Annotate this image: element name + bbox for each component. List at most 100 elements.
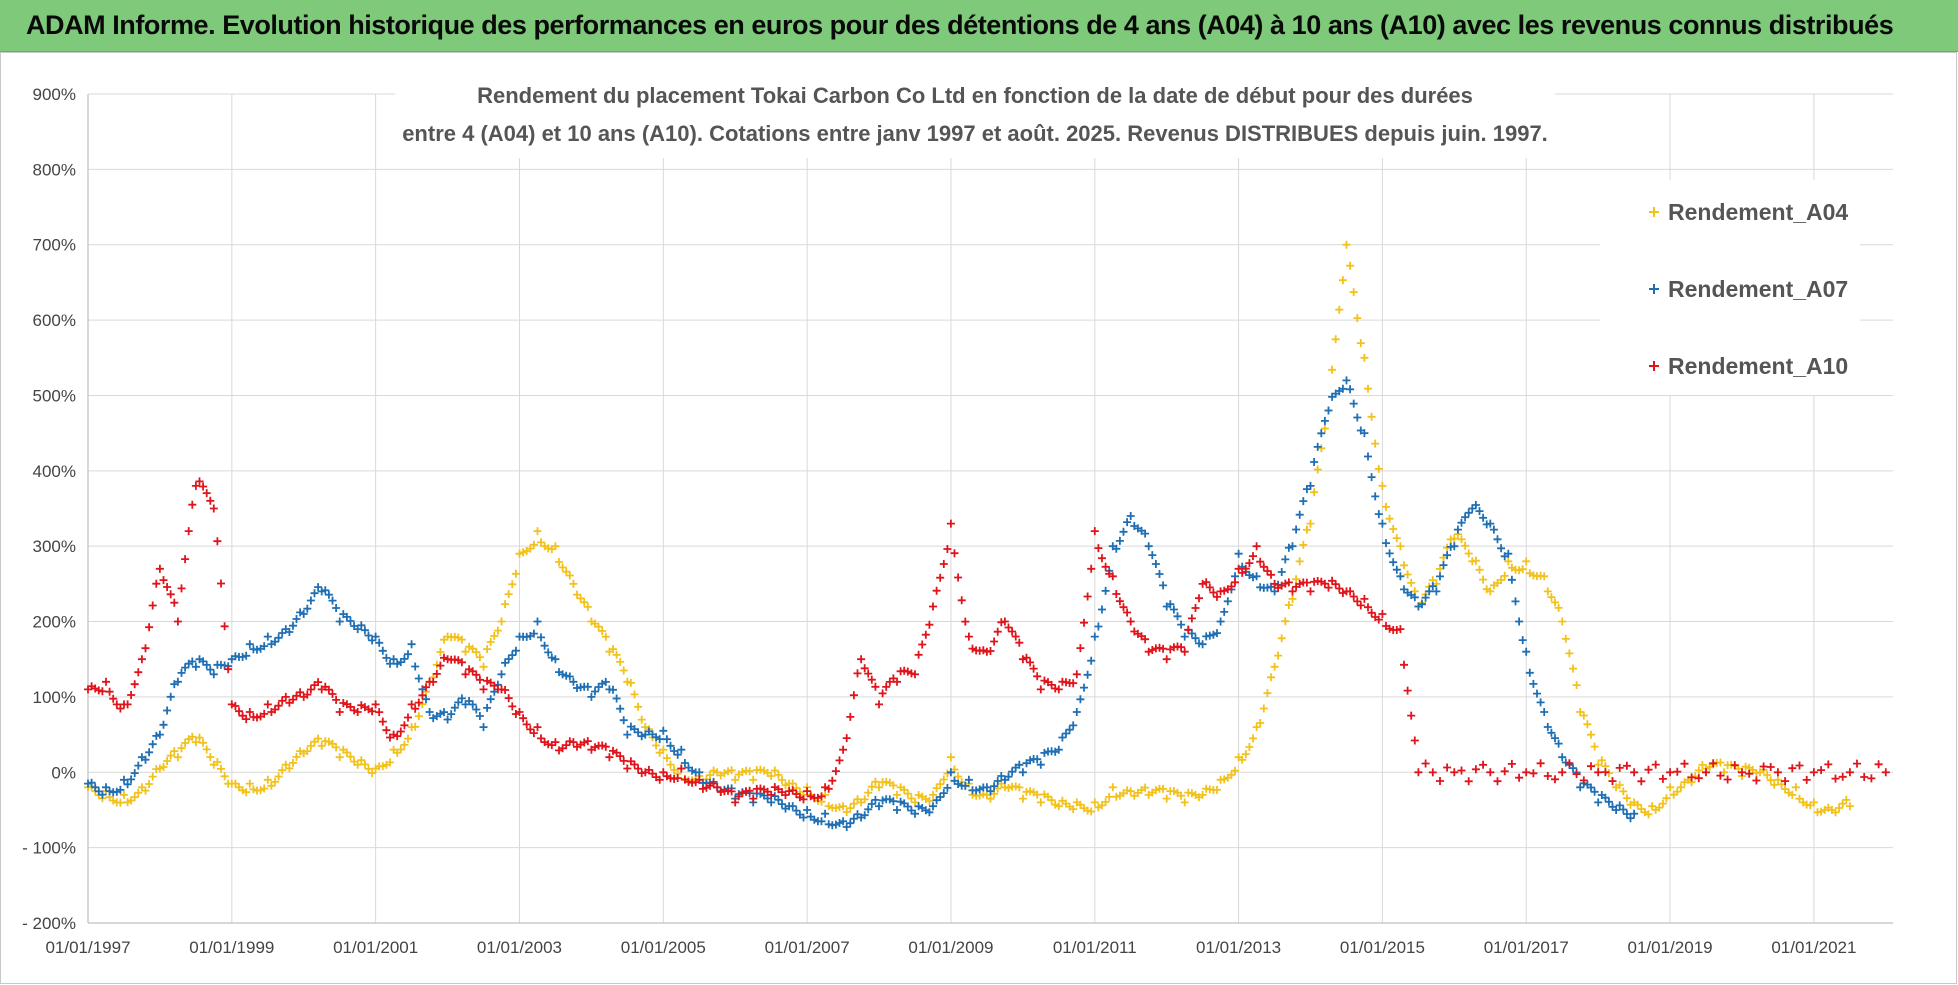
point-rendement-a07: [1213, 629, 1221, 638]
point-rendement-a07: [1191, 634, 1200, 643]
point-rendement-a10: [1558, 768, 1567, 777]
point-rendement-a07: [317, 587, 326, 596]
point-rendement-a10: [1536, 759, 1545, 768]
point-rendement-a10: [271, 705, 279, 714]
point-rendement-a10: [1781, 777, 1790, 786]
point-rendement-a07: [116, 785, 125, 794]
point-rendement-a10: [1033, 672, 1042, 681]
point-rendement-a04: [206, 753, 215, 761]
point-rendement-a04: [1277, 634, 1286, 643]
point-rendement-a04: [1299, 540, 1308, 549]
point-rendement-a04: [666, 760, 675, 769]
legend-marker: [1649, 284, 1659, 294]
point-rendement-a07: [982, 783, 991, 792]
point-rendement-a04: [1087, 807, 1096, 816]
point-rendement-a04: [1475, 565, 1484, 574]
point-rendement-a04: [1270, 662, 1279, 671]
point-rendement-a07: [382, 653, 391, 662]
point-rendement-a07: [1216, 617, 1225, 626]
point-rendement-a04: [1504, 557, 1513, 566]
point-rendement-a10: [562, 741, 571, 750]
point-rendement-a07: [328, 596, 337, 605]
point-rendement-a04: [907, 794, 916, 803]
point-rendement-a04: [616, 657, 625, 666]
point-rendement-a07: [332, 604, 341, 612]
point-rendement-a07: [1450, 542, 1459, 551]
point-rendement-a07: [1338, 384, 1347, 393]
point-rendement-a10: [1263, 567, 1272, 575]
point-rendement-a07: [209, 670, 218, 679]
point-rendement-a10: [1860, 773, 1869, 781]
point-rendement-a10: [1187, 614, 1196, 623]
point-rendement-a07: [1479, 513, 1488, 522]
point-rendement-a04: [932, 784, 941, 793]
point-rendement-a10: [1011, 632, 1020, 641]
point-rendement-a07: [378, 646, 387, 655]
point-rendement-a04: [217, 764, 225, 773]
point-rendement-a07: [475, 712, 484, 720]
point-rendement-a10: [1601, 768, 1610, 777]
point-rendement-a04: [1842, 795, 1851, 804]
point-rendement-a10: [964, 632, 973, 641]
point-rendement-a07: [1382, 539, 1390, 548]
point-rendement-a04: [1540, 572, 1549, 581]
point-rendement-a04: [231, 779, 240, 788]
point-rendement-a04: [1292, 575, 1301, 584]
point-rendement-a10: [227, 700, 236, 709]
point-rendement-a10: [1378, 610, 1387, 618]
point-rendement-a10: [375, 708, 384, 717]
point-rendement-a07: [357, 621, 366, 630]
point-rendement-a07: [1453, 525, 1462, 534]
point-rendement-a10: [522, 720, 531, 729]
point-rendement-a10: [950, 549, 959, 558]
point-rendement-a07: [612, 694, 621, 703]
point-rendement-a10: [1356, 601, 1365, 610]
point-rendement-a10: [314, 678, 323, 687]
point-rendement-a04: [1213, 785, 1221, 794]
point-rendement-a07: [389, 655, 398, 664]
point-rendement-a07: [1540, 708, 1549, 716]
point-rendement-a04: [569, 579, 578, 588]
point-rendement-a07: [1115, 536, 1124, 545]
point-rendement-a10: [1252, 542, 1261, 551]
point-rendement-a07: [173, 677, 182, 686]
x-axis-ticks: 01/01/1997 01/01/1999 01/01/2001 01/01/2003…: [45, 938, 1856, 957]
point-rendement-a10: [98, 687, 107, 696]
point-rendement-a07: [1159, 581, 1168, 590]
point-rendement-a04: [242, 788, 251, 797]
point-rendement-a04: [623, 677, 632, 686]
point-rendement-a10: [1184, 625, 1193, 634]
point-rendement-a07: [655, 735, 664, 744]
point-rendement-a07: [1080, 683, 1088, 692]
point-rendement-a07: [587, 692, 596, 701]
point-rendement-a04: [576, 594, 585, 603]
point-rendement-a07: [1320, 416, 1329, 425]
point-rendement-a10: [1824, 760, 1833, 769]
point-rendement-a10: [1306, 587, 1315, 596]
point-rendement-a07: [810, 815, 819, 824]
point-rendement-a04: [867, 782, 876, 791]
point-rendement-a04: [159, 763, 168, 771]
point-rendement-a07: [544, 648, 553, 657]
point-rendement-a07: [1569, 764, 1577, 773]
point-rendement-a07: [1518, 636, 1527, 645]
point-rendement-a07: [835, 819, 844, 827]
point-rendement-a04: [1644, 810, 1653, 819]
point-rendement-a10: [1673, 767, 1682, 776]
point-rendement-a04: [1407, 578, 1416, 587]
point-rendement-a04: [1331, 335, 1340, 344]
point-rendement-a04: [177, 744, 186, 753]
point-rendement-a10: [209, 504, 218, 513]
point-rendement-a10: [1551, 775, 1559, 784]
point-rendement-a10: [1198, 579, 1207, 588]
point-rendement-a07: [468, 700, 477, 709]
point-rendement-a10: [936, 573, 945, 582]
point-rendement-a04: [461, 647, 470, 656]
point-rendement-a10: [1241, 564, 1250, 573]
point-rendement-a10: [1587, 762, 1595, 771]
point-rendement-a10: [475, 675, 484, 684]
point-rendement-a07: [1522, 647, 1531, 656]
point-rendement-a07: [508, 651, 517, 660]
point-rendement-a07: [1428, 582, 1437, 591]
point-rendement-a07: [774, 795, 783, 804]
